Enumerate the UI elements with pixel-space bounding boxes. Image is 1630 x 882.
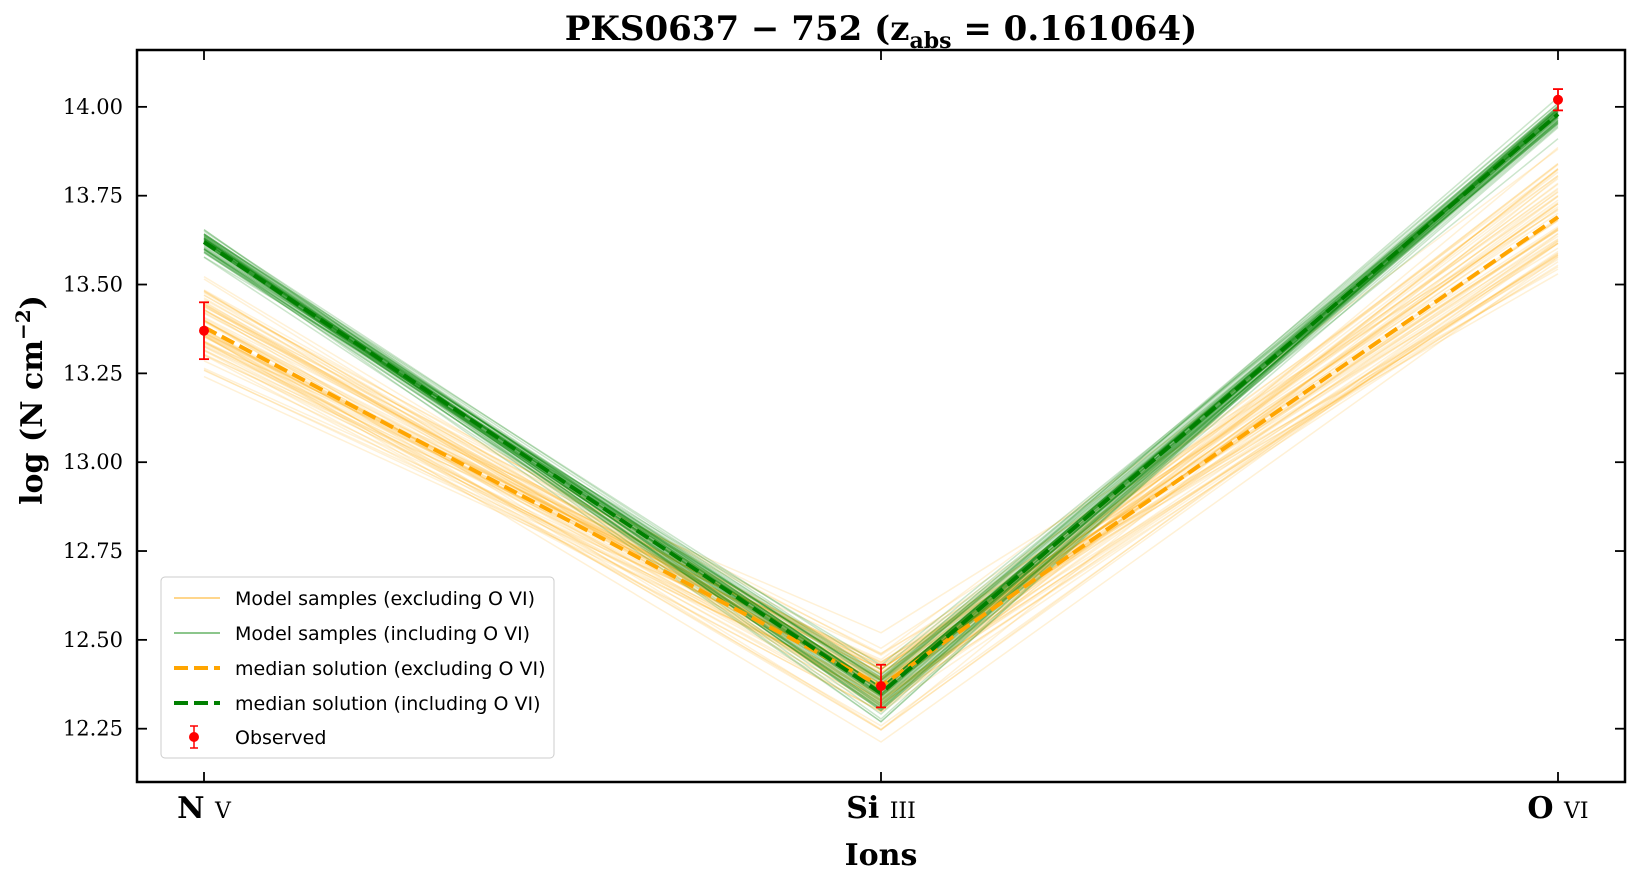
model-sample-excluding-line — [203, 175, 1559, 661]
y-tick-label: 12.25 — [63, 717, 123, 741]
model-sample-including-line — [203, 112, 1559, 710]
y-ticks-group: 12.25 12.50 12.75 13.00 13.25 13.50 13.75 14.00 — [63, 95, 1625, 741]
y-tick-label: 12.50 — [63, 628, 123, 652]
observed-point — [1553, 88, 1563, 112]
model-sample-excluding-line — [203, 268, 1559, 655]
y-tick-label: 12.75 — [63, 539, 123, 563]
chart-title-main: PKS0637 − 752 (z — [565, 9, 910, 49]
x-ticks-group: N V Si III O VI — [177, 50, 1589, 826]
model-sample-excluding-line — [203, 191, 1559, 664]
model-sample-excluding-line — [203, 146, 1559, 712]
x-tick-label: Si III — [846, 791, 916, 826]
model-sample-excluding-line — [203, 167, 1559, 713]
model-sample-excluding-line — [203, 250, 1559, 713]
model-sample-excluding-line — [203, 242, 1559, 731]
model-sample-including-line — [203, 119, 1559, 712]
model-sample-excluding-line — [203, 247, 1559, 664]
y-axis-label: log (N cm−2) — [11, 295, 50, 505]
model-sample-excluding-line — [203, 233, 1559, 731]
model-sample-excluding-line — [203, 209, 1559, 634]
y-tick-label: 13.50 — [63, 273, 123, 297]
legend-label-samples-including: Model samples (including O VI) — [235, 623, 530, 645]
model-sample-including-line — [203, 117, 1559, 710]
model-sample-excluding-line — [203, 240, 1559, 727]
model-sample-including-line — [203, 111, 1559, 716]
legend-label-median-including: median solution (including O VI) — [235, 693, 541, 715]
model-sample-excluding-line — [203, 218, 1559, 656]
model-sample-including-line — [203, 105, 1559, 723]
model-sample-excluding-line — [203, 256, 1559, 743]
legend-label-median-excluding: median solution (excluding O VI) — [235, 658, 545, 680]
legend-swatch-observed — [189, 725, 199, 749]
y-axis-label-close: ) — [15, 295, 50, 309]
model-sample-including-line — [203, 108, 1559, 723]
y-tick-label: 14.00 — [63, 95, 123, 119]
y-tick-label: 13.75 — [63, 184, 123, 208]
model-sample-including-line — [203, 111, 1559, 712]
legend-label-observed: Observed — [235, 727, 326, 749]
legend-label-samples-excluding: Model samples (excluding O VI) — [235, 588, 535, 610]
model-sample-excluding-line — [203, 208, 1559, 665]
plot-area — [199, 88, 1563, 743]
observed-points-group — [199, 88, 1563, 709]
model-sample-excluding-line — [203, 273, 1559, 663]
observed-point — [199, 301, 209, 361]
legend-box — [160, 576, 555, 759]
x-axis-label: Ions — [845, 838, 918, 873]
model-samples-excluding-group — [203, 146, 1559, 743]
y-axis-label-sup: −2 — [11, 309, 35, 340]
model-sample-excluding-line — [203, 148, 1559, 655]
y-tick-label: 13.00 — [63, 450, 123, 474]
chart-title-rest: = 0.161064) — [952, 9, 1198, 49]
x-tick-label: N V — [177, 791, 232, 826]
observed-point — [876, 663, 886, 709]
chart-title: PKS0637 − 752 (zabs = 0.161064) — [565, 9, 1197, 54]
legend: Model samples (excluding O VI) Model sam… — [160, 576, 555, 759]
model-sample-including-line — [203, 108, 1559, 720]
x-tick-label: O VI — [1527, 791, 1588, 826]
model-sample-including-line — [203, 126, 1559, 712]
y-axis-label-main: log (N cm — [15, 340, 50, 505]
y-tick-label: 13.25 — [63, 361, 123, 385]
model-sample-excluding-line — [203, 176, 1559, 731]
model-sample-excluding-line — [203, 206, 1559, 650]
